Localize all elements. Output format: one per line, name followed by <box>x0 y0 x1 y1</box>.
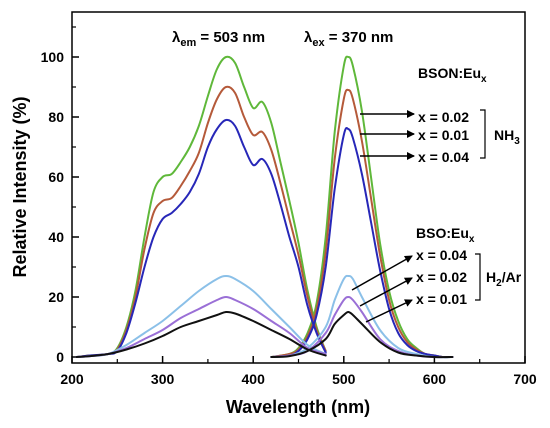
bson-entry-3: x = 0.04 <box>418 149 469 165</box>
y-tick-label: 20 <box>48 289 64 305</box>
bso-group-label: BSO:Eux <box>416 225 475 245</box>
curve-layer <box>75 55 454 359</box>
x-tick-label: 500 <box>332 371 356 387</box>
bson-entry-1: x = 0.02 <box>418 109 469 125</box>
x-tick-label: 700 <box>513 371 537 387</box>
bson-group-label: BSON:Eux <box>418 65 487 85</box>
series-1-excitation-line <box>75 55 327 358</box>
x-tick-label: 600 <box>423 371 447 387</box>
bso-bracket <box>475 253 481 301</box>
y-tick-label: 60 <box>48 169 64 185</box>
series-6-excitation-line <box>75 310 327 358</box>
arrow-bso-1 <box>351 255 413 291</box>
bson-atmosphere: NH3 <box>494 127 520 147</box>
series-2-excitation-line <box>75 85 327 358</box>
series-3-emission-line <box>270 127 454 359</box>
y-tick-label: 80 <box>48 109 64 125</box>
x-tick-label: 200 <box>60 371 84 387</box>
x-tick-label: 300 <box>151 371 175 387</box>
lambda-em-label: λem = 503 nm <box>172 29 265 49</box>
series-4-emission-line <box>270 274 454 359</box>
bso-entry-1: x = 0.04 <box>416 247 467 263</box>
bson-entry-2: x = 0.01 <box>418 127 469 143</box>
series-6-emission-line <box>270 311 454 359</box>
bso-entry-3: x = 0.01 <box>416 291 467 307</box>
series-3-excitation-line <box>75 118 327 358</box>
lambda-ex-label: λex = 370 nm <box>304 29 393 49</box>
x-axis-title: Wavelength (nm) <box>226 397 370 417</box>
bso-entry-2: x = 0.02 <box>416 269 467 285</box>
y-axis-title: Relative Intensity (%) <box>10 96 30 277</box>
y-tick-label: 0 <box>56 349 64 365</box>
bso-atmosphere: H2/Ar <box>486 269 522 289</box>
y-tick-label: 40 <box>48 229 64 245</box>
arrow-bso-3 <box>365 299 413 323</box>
arrow-bso-2 <box>359 277 413 307</box>
x-tick-label: 400 <box>242 371 266 387</box>
y-tick-label: 100 <box>41 49 65 65</box>
series-4-excitation-line <box>75 275 327 358</box>
bson-bracket <box>480 109 486 159</box>
